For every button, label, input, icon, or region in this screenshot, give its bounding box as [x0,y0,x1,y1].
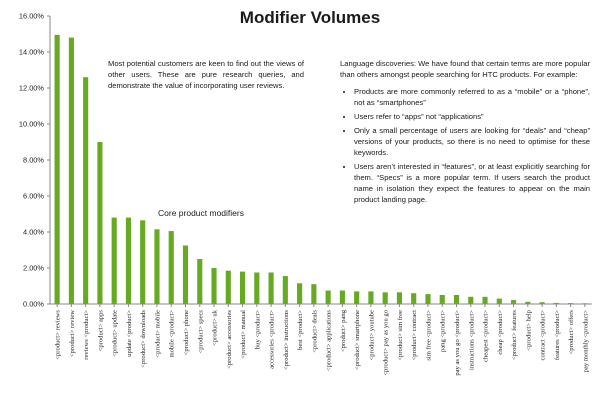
y-tick-label: 14.00% [19,48,44,57]
bar [382,292,388,304]
y-tick-label: 4.00% [23,228,44,237]
y-tick-label: 12.00% [19,84,44,93]
x-tick-label: <product> mobile [154,310,161,358]
x-tick-label: contract <product> [540,310,547,361]
bar [496,298,502,304]
bar [225,270,231,304]
x-axis: <product> reviews <product> review reviews… [50,303,592,376]
x-tick-label: best <product> [297,310,304,350]
x-tick-label: cheap <product> [497,310,504,355]
bar [525,301,531,304]
annotation-bullet: Users aren’t interested in “features”, o… [354,161,590,205]
bar [97,142,103,304]
y-tick-label: 16.00% [19,12,44,21]
y-tick-label: 8.00% [23,156,44,165]
x-tick-label: <product> uk [212,309,219,346]
x-tick-label: <product> contract [411,310,418,361]
bar [468,296,474,304]
bar [482,296,488,304]
x-tick-label: <product> apps [97,310,104,352]
x-tick-label: buy <product> [254,310,261,349]
x-tick-label: <product> pay as you go [383,309,390,375]
bar [354,291,360,304]
x-tick-label: mobile <product> [169,310,176,358]
bar [453,295,460,304]
bar [311,284,317,304]
bar [411,293,417,304]
x-tick-label: <product> reviews [55,310,62,360]
x-tick-label: instructions <product> [468,310,475,370]
x-tick-label: <product> downloads [140,310,147,368]
annotation-reviews: Most potential customers are keen to fin… [108,59,304,90]
y-tick-label: 2.00% [23,264,44,273]
bar [111,217,117,304]
x-tick-label: <product> instructions [283,310,290,370]
bar [211,268,217,304]
x-tick-label: accessories <product> [269,310,276,369]
x-tick-label: <product> smartphone [354,310,361,370]
x-tick-label: <product> phone [183,310,190,355]
bar [325,290,331,304]
bar [396,292,403,304]
bar [254,272,260,304]
x-tick-label: pay monthly <product> [582,310,589,373]
annotation-bullet: Users refer to “apps” not “applications” [354,111,590,122]
bar [553,302,559,304]
annotation-bullet: Only a small percentage of users are loo… [354,125,590,158]
bar [425,294,431,304]
bar [182,245,189,304]
x-tick-label: <product> sim free [397,310,404,361]
bar [297,283,303,304]
x-tick-label: <product> review [69,310,76,357]
bar [154,229,160,304]
bar [268,272,274,304]
x-tick-label: reviews <product> [83,310,90,360]
y-tick-label: 0.00% [23,300,44,309]
x-tick-label: pang <product> [440,310,447,352]
x-tick-label: <product> features [511,310,518,361]
annotation-bullet: Products are more commonly referred to a… [354,86,590,108]
annotation-language-discoveries: Language discoveries: We have found that… [340,58,590,208]
bar [125,217,132,304]
x-tick-label: cheapest <product> [483,310,490,362]
x-tick-label: <product> applications [326,310,333,372]
bar [439,295,445,304]
bars [54,34,588,305]
x-tick-label: <product> offers [568,310,575,355]
bar [197,259,203,304]
bar [510,300,517,304]
annotation-intro: Language discoveries: We have found that… [340,59,590,79]
y-axis: 0.00% 2.00% 4.00% 6.00% 8.00% 10.00% 12.00% 14.… [19,12,51,309]
y-tick-label: 10.00% [19,120,44,129]
bar [54,34,60,305]
bar [83,77,89,304]
x-tick-label: pay as you go <product> [454,310,461,376]
x-tick-label: <product> help [525,309,532,350]
bar [282,276,288,304]
bar [539,302,545,304]
bar [140,220,146,304]
x-tick-label: <product> deals [311,310,318,353]
x-tick-label: update <product> [126,310,133,357]
x-tick-label: <product> pang [340,309,347,352]
x-tick-label: <product> update [112,310,119,357]
chart-title: Modifier Volumes [239,8,381,27]
x-tick-label: features <product> [554,310,561,360]
bar [368,291,374,304]
bar [168,231,174,304]
x-tick-label: sim free <product> [425,310,432,361]
core-product-modifiers-label: Core product modifiers [158,208,244,218]
x-tick-label: <product> youtube [368,310,375,361]
y-tick-label: 6.00% [23,192,44,201]
bar [339,290,345,304]
bar [68,37,74,304]
x-tick-label: <product> specs [197,310,204,354]
x-tick-label: <product> accessories [226,310,233,369]
annotation-bullet-list: Products are more commonly referred to a… [340,86,590,205]
x-tick-label: <product> manual [240,310,247,359]
bar [239,271,246,304]
